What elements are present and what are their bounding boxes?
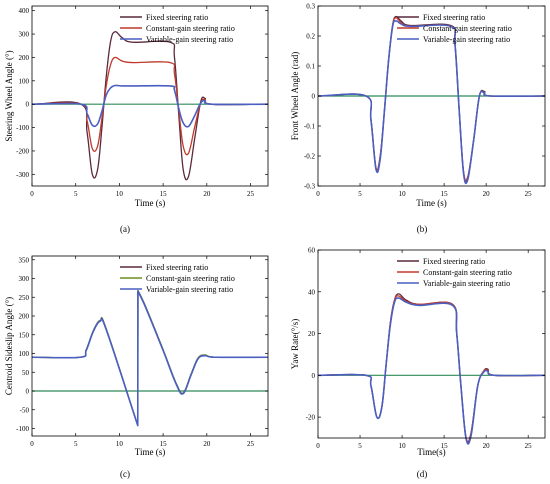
legend-entry: Variable-gain steering ratio <box>423 35 510 44</box>
x-tick-label: 15 <box>160 440 168 448</box>
y-tick-label: 0.1 <box>306 63 315 71</box>
x-tick-label: 0 <box>30 440 34 448</box>
y-tick-label: -100 <box>16 124 29 132</box>
legend-entry: Constant-gain steering ratio <box>423 24 512 33</box>
x-tick-label: 20 <box>483 190 491 198</box>
legend: Fixed steering ratio Constant-gain steeri… <box>120 263 235 294</box>
legend-entry: Variable-gain steering ratio <box>146 35 233 44</box>
y-axis-label: Front Wheel Angle (rad) <box>290 52 300 141</box>
series-line-1 <box>317 293 546 444</box>
series-line-3 <box>31 84 269 128</box>
y-axis-label: Steering Wheel Angle (°) <box>4 50 14 141</box>
plot-frame <box>31 255 269 437</box>
legend-entry: Constant-gain steering ratio <box>146 24 235 33</box>
y-tick-label: 300 <box>19 275 30 283</box>
y-axis-label: Yaw Rate(°/s) <box>290 319 300 369</box>
panel-label: (b) <box>417 224 428 234</box>
legend: Fixed steering ratio Constant-gain steeri… <box>397 257 512 288</box>
x-tick-label: 25 <box>247 190 255 198</box>
y-tick-label: 0 <box>26 388 30 396</box>
x-tick-label: 5 <box>358 442 362 450</box>
plot-frame <box>317 249 546 439</box>
y-tick-label: -0.1 <box>304 123 316 131</box>
chart-panel-1: 0 5 10 15 20 25 -300 -200 -100 0 100 200 300 400 Time … <box>4 5 269 234</box>
y-tick-label: 0.2 <box>306 33 315 41</box>
legend: Fixed steering ratio Constant-gain steeri… <box>397 13 512 44</box>
y-tick-label: -0.3 <box>304 183 316 191</box>
y-tick-label: 150 <box>19 331 30 339</box>
series-line-3 <box>317 297 546 445</box>
y-tick-label: -50 <box>20 406 30 414</box>
x-tick-label: 20 <box>203 440 211 448</box>
x-axis-label: Time (s) <box>416 198 446 208</box>
y-tick-label: -200 <box>16 147 29 155</box>
y-tick-label: 300 <box>19 31 30 39</box>
x-tick-label: 5 <box>358 190 362 198</box>
y-tick-label: 200 <box>19 313 30 321</box>
y-tick-label: -20 <box>306 414 316 422</box>
legend-entry: Fixed steering ratio <box>423 13 485 22</box>
panel-label: (c) <box>120 469 130 479</box>
x-tick-label: 5 <box>74 440 78 448</box>
x-tick-label: 10 <box>116 190 124 198</box>
x-axis-label: Time (s) <box>135 198 165 208</box>
x-tick-label: 15 <box>160 190 168 198</box>
series-line-2 <box>317 295 546 443</box>
y-tick-label: 100 <box>19 77 30 85</box>
panel-label: (d) <box>417 469 428 479</box>
legend-entry: Constant-gain steering ratio <box>146 274 235 283</box>
x-tick-label: 25 <box>525 442 533 450</box>
chart-panel-4: 0 5 10 15 20 25 -20 0 20 40 60 Time(s) Yaw Rate(°/s)… <box>290 247 546 479</box>
chart-panel-3: 0 5 10 15 20 25 -100 -50 0 50 100 150 200 250 300 350 Ti… <box>4 255 269 479</box>
legend-entry: Variable-gain steering ratio <box>146 285 233 294</box>
y-tick-label: 400 <box>19 7 30 15</box>
y-tick-label: 200 <box>19 54 30 62</box>
x-tick-label: 25 <box>525 190 533 198</box>
legend: Fixed steering ratio Constant-gain steeri… <box>120 13 235 44</box>
legend-entry: Fixed steering ratio <box>146 263 208 272</box>
x-axis-label: Time(s) <box>417 447 445 457</box>
x-tick-label: 25 <box>247 440 255 448</box>
legend-entry: Constant-gain steering ratio <box>423 268 512 277</box>
y-tick-label: 50 <box>22 369 30 377</box>
y-tick-label: 350 <box>19 256 30 264</box>
y-tick-label: -300 <box>16 171 29 179</box>
x-tick-label: 10 <box>399 442 407 450</box>
series-line-3 <box>31 290 269 427</box>
y-tick-label: 100 <box>19 350 30 358</box>
x-tick-label: 0 <box>30 190 34 198</box>
x-tick-label: 10 <box>116 440 124 448</box>
x-tick-label: 15 <box>441 442 449 450</box>
y-tick-label: -100 <box>16 425 29 433</box>
x-tick-label: 0 <box>316 442 320 450</box>
x-tick-label: 10 <box>399 190 407 198</box>
y-axis-label: Centroid Sideslip Angle (°) <box>4 297 14 395</box>
y-tick-label: 40 <box>308 288 316 296</box>
series-line-1 <box>31 31 269 181</box>
legend-entry: Variable-gain steering ratio <box>423 279 510 288</box>
y-tick-label: 0.3 <box>306 3 315 11</box>
y-tick-label: -0.2 <box>304 153 316 161</box>
plot-frame <box>31 5 269 187</box>
y-tick-label: 0 <box>312 372 316 380</box>
x-axis-label: Time (s) <box>135 447 165 457</box>
y-tick-label: 250 <box>19 294 30 302</box>
x-tick-label: 5 <box>74 190 78 198</box>
chart-panel-2: 0 5 10 15 20 25 -0.3 -0.2 -0.1 0 0.1 0.2 0.3 Time (s)… <box>290 3 546 234</box>
x-tick-label: 20 <box>483 442 491 450</box>
y-tick-label: 0 <box>312 93 316 101</box>
panel-label: (a) <box>120 224 130 234</box>
series-line-2 <box>31 56 269 156</box>
series-line-3 <box>317 19 546 185</box>
legend-entry: Fixed steering ratio <box>146 13 208 22</box>
x-tick-label: 0 <box>316 190 320 198</box>
legend-entry: Fixed steering ratio <box>423 257 485 266</box>
y-tick-label: 0 <box>26 101 30 109</box>
y-tick-label: 20 <box>308 330 316 338</box>
x-tick-label: 20 <box>203 190 211 198</box>
x-tick-label: 15 <box>441 190 449 198</box>
y-tick-label: 60 <box>308 247 316 255</box>
